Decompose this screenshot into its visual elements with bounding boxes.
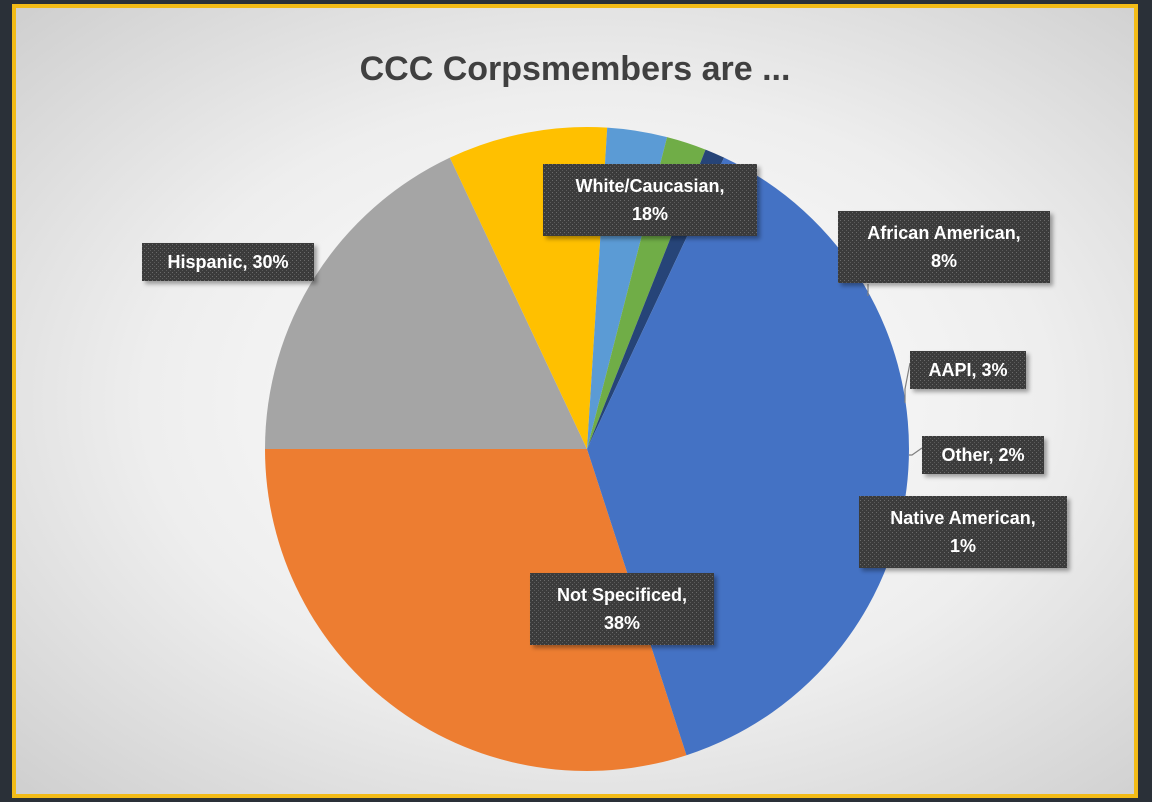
data-label-box [838,211,1050,283]
data-label-hispanic: Hispanic, 30% [142,243,314,281]
data-label-native-american: Native American, 1% [859,496,1067,568]
data-label-other: Other, 2% [922,436,1044,474]
data-label-white-caucasian: White/Caucasian, 18% [543,164,757,236]
data-label-text: Not Specificed, [557,585,687,605]
data-label-box [922,436,1044,474]
data-label-text: 18% [632,204,668,224]
data-label-text: Other, 2% [941,445,1024,465]
data-label-box [859,496,1067,568]
data-label-box [543,164,757,236]
data-label-aapi: AAPI, 3% [910,351,1026,389]
chart-title: CCC Corpsmembers are ... [359,50,791,88]
data-label-text: 1% [950,536,976,556]
chart-frame: CCC Corpsmembers are ... Hispanic, 30% Wh… [12,4,1138,798]
pie-chart: Hispanic, 30% White/Caucasian, 18% African … [142,127,1067,771]
data-label-text: Hispanic, 30% [167,252,288,272]
data-label-text: White/Caucasian, [575,176,724,196]
data-labels: Hispanic, 30% White/Caucasian, 18% African … [142,164,1067,645]
data-label-box [142,243,314,281]
leader-line [904,362,911,403]
data-label-text: Native American, [890,508,1035,528]
data-label-text: 8% [931,251,957,271]
data-label-not-specificed: Not Specificed, 38% [530,573,714,645]
pie-slice-white-caucasian [265,157,587,449]
data-label-text: 38% [604,613,640,633]
leader-lines [867,284,923,456]
pie-slice-hispanic [265,449,687,771]
data-label-text: African American, [867,223,1020,243]
data-label-african-american: African American, 8% [838,211,1050,283]
data-label-box [530,573,714,645]
leader-line [909,447,923,456]
data-label-box [910,351,1026,389]
data-label-text: AAPI, 3% [928,360,1007,380]
